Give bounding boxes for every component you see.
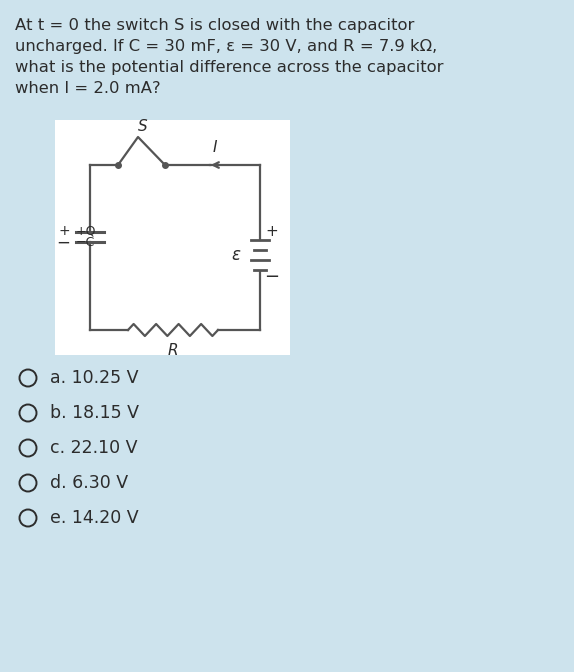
Text: +: + <box>59 224 70 238</box>
Text: e. 14.20 V: e. 14.20 V <box>50 509 139 527</box>
Text: what is the potential difference across the capacitor: what is the potential difference across … <box>15 60 444 75</box>
Text: c. 22.10 V: c. 22.10 V <box>50 439 138 457</box>
Text: S: S <box>138 119 148 134</box>
Text: b. 18.15 V: b. 18.15 V <box>50 404 139 422</box>
Text: +: + <box>266 224 278 239</box>
Text: when I = 2.0 mA?: when I = 2.0 mA? <box>15 81 161 96</box>
Text: +Q: +Q <box>76 224 96 237</box>
Bar <box>55 120 290 355</box>
Text: −: − <box>56 234 70 252</box>
Text: d. 6.30 V: d. 6.30 V <box>50 474 128 492</box>
Text: uncharged. If C = 30 mF, ε = 30 V, and R = 7.9 kΩ,: uncharged. If C = 30 mF, ε = 30 V, and R… <box>15 39 437 54</box>
Text: R: R <box>168 343 179 358</box>
Text: I: I <box>213 140 217 155</box>
Text: −C: −C <box>76 237 95 249</box>
Text: ε: ε <box>231 246 240 264</box>
Text: a. 10.25 V: a. 10.25 V <box>50 369 138 387</box>
Text: At t = 0 the switch S is closed with the capacitor: At t = 0 the switch S is closed with the… <box>15 18 414 33</box>
Text: −: − <box>265 268 280 286</box>
